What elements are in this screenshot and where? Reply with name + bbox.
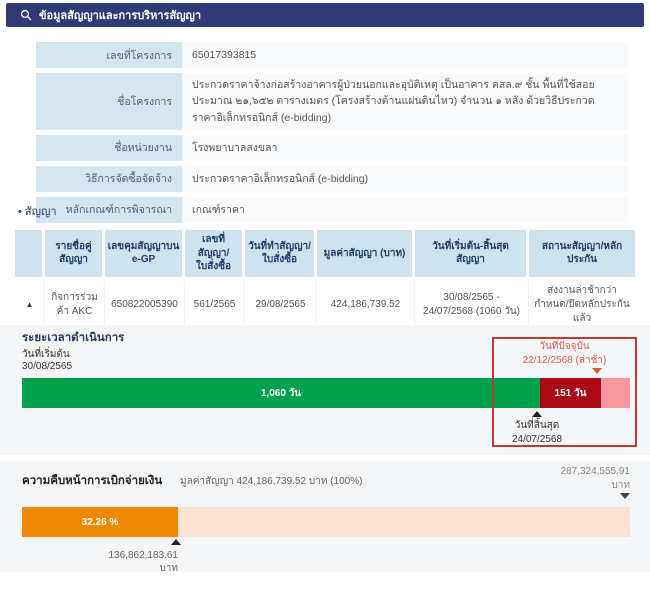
info-value: ประกวดราคาอิเล็กทรอนิกส์ (e-bidding) — [182, 165, 628, 192]
header-value: มูลค่าสัญญา (บาท) — [317, 230, 415, 277]
start-date-value: 30/08/2565 — [22, 361, 73, 372]
contract-value-line: มูลค่าสัญญา 424,186,739.52 บาท (100%) — [180, 476, 363, 487]
collapse-arrow-icon[interactable]: ▲ — [25, 299, 34, 309]
contract-table-header: รายชื่อคู่สัญญา เลขคุมสัญญาบน e-GP เลขที… — [15, 230, 635, 277]
info-label: หลักเกณฑ์การพิจารณา — [36, 196, 182, 223]
info-row-method: วิธีการจัดซื้อจัดจ้าง ประกวดราคาอิเล็กทร… — [36, 165, 628, 192]
current-date-callout: วันที่ปัจจุบัน 22/12/2568 (ล่าช้า) — [492, 340, 637, 368]
header-egp-no: เลขคุมสัญญาบน e-GP — [105, 230, 185, 277]
contract-section-label: • สัญญา — [18, 202, 57, 220]
cell-status: ส่งงานล่าช้ากว่ากำหนด/ยึดหลักประกันแล้ว — [529, 278, 635, 331]
plan-amount-marker-icon — [620, 493, 630, 499]
info-value: ประกวดราคาจ้างก่อสร้างอาคารผู้ป่วยนอกและ… — [182, 73, 628, 130]
paid-amount-unit: บาท — [159, 563, 178, 574]
cell-party: กิจการร่วมค้า AKC — [45, 278, 105, 331]
paid-amount-value: 136,862,183.61 — [108, 550, 178, 561]
end-date-marker-icon — [532, 411, 542, 417]
project-info-table: เลขที่โครงการ 65017393815 ชื่อโครงการ ปร… — [36, 42, 628, 228]
timeline-title: ระยะเวลาดำเนินการ — [22, 332, 125, 344]
contract-table-row: ▲ กิจการร่วมค้า AKC 650822005390 561/256… — [15, 278, 635, 332]
disbursement-title: ความคืบหน้าการเบิกจ่ายเงิน — [22, 475, 163, 487]
current-date-marker-icon — [592, 368, 602, 374]
header-period: วันที่เริ่มต้น-สิ้นสุด สัญญา — [415, 230, 529, 277]
cell-period: 30/08/2565 - 24/07/2568 (1060 วัน) — [415, 278, 529, 331]
planned-duration-segment: 1,060 วัน — [22, 378, 540, 408]
section-title: สัญญา — [24, 206, 57, 218]
info-row-project-name: ชื่อโครงการ ประกวดราคาจ้างก่อสร้างอาคารผ… — [36, 73, 628, 130]
timeline-panel: ระยะเวลาดำเนินการ วันที่เริ่มต้น 30/08/2… — [0, 325, 650, 455]
remaining-segment — [601, 378, 630, 408]
plan-amount-callout: 287,324,555.91 บาท — [490, 465, 630, 492]
start-date-label: วันที่เริ่มต้น — [22, 349, 70, 360]
info-label: ชื่อหน่วยงาน — [36, 134, 182, 161]
info-value: โรงพยาบาลสงขลา — [182, 134, 628, 161]
page-title: ข้อมูลสัญญาและการบริหารสัญญา — [39, 10, 202, 22]
info-row-project-number: เลขที่โครงการ 65017393815 — [36, 42, 628, 68]
info-label: เลขที่โครงการ — [36, 42, 182, 68]
disbursed-percent-segment: 32.26 % — [22, 507, 178, 537]
page-title-bar: ข้อมูลสัญญาและการบริหารสัญญา — [6, 3, 644, 27]
cell-contract-no: 561/2565 — [185, 278, 245, 331]
current-date-value: 22/12/2568 (ล่าช้า) — [522, 355, 607, 366]
header-expander — [15, 230, 45, 277]
search-icon — [20, 9, 32, 21]
header-contract-date: วันที่ทำสัญญา/ใบสั่งซื้อ — [245, 230, 317, 277]
end-date-label: วันที่สิ้นสุด — [514, 420, 560, 431]
info-row-agency: ชื่อหน่วยงาน โรงพยาบาลสงขลา — [36, 134, 628, 161]
cell-egp-no: 650822005390 — [105, 278, 185, 331]
disbursement-bar: 32.26 % — [22, 507, 630, 537]
disbursement-panel: ความคืบหน้าการเบิกจ่ายเงิน มูลค่าสัญญา 4… — [0, 458, 650, 575]
info-value: เกณฑ์ราคา — [182, 196, 628, 223]
plan-amount-unit: บาท — [611, 479, 630, 491]
end-date-callout: วันที่สิ้นสุด 24/07/2568 — [492, 419, 582, 447]
header-status: สถานะสัญญา/หลักประกัน — [529, 230, 635, 277]
end-date-value: 24/07/2568 — [511, 434, 563, 445]
section-bullet: • — [18, 206, 22, 218]
header-contract-no: เลขที่สัญญา/ใบสั่งซื้อ — [185, 230, 245, 277]
paid-amount-callout: 136,862,183.61 บาท — [58, 549, 178, 575]
disbursement-track — [178, 507, 630, 537]
cell-value: 424,186,739.52 — [317, 278, 415, 331]
overdue-duration-segment: 151 วัน — [540, 378, 601, 408]
contract-table: รายชื่อคู่สัญญา เลขคุมสัญญาบน e-GP เลขที… — [15, 230, 635, 332]
info-label: วิธีการจัดซื้อจัดจ้าง — [36, 165, 182, 192]
info-label: ชื่อโครงการ — [36, 73, 182, 130]
current-date-label: วันที่ปัจจุบัน — [539, 341, 590, 352]
plan-amount-value: 287,324,555.91 — [560, 466, 630, 477]
info-row-criteria: หลักเกณฑ์การพิจารณา เกณฑ์ราคา — [36, 196, 628, 223]
info-value: 65017393815 — [182, 42, 628, 68]
timeline-bar: 1,060 วัน 151 วัน — [22, 378, 630, 408]
header-party: รายชื่อคู่สัญญา — [45, 230, 105, 277]
cell-contract-date: 29/08/2565 — [245, 278, 317, 331]
paid-amount-marker-icon — [171, 539, 181, 545]
